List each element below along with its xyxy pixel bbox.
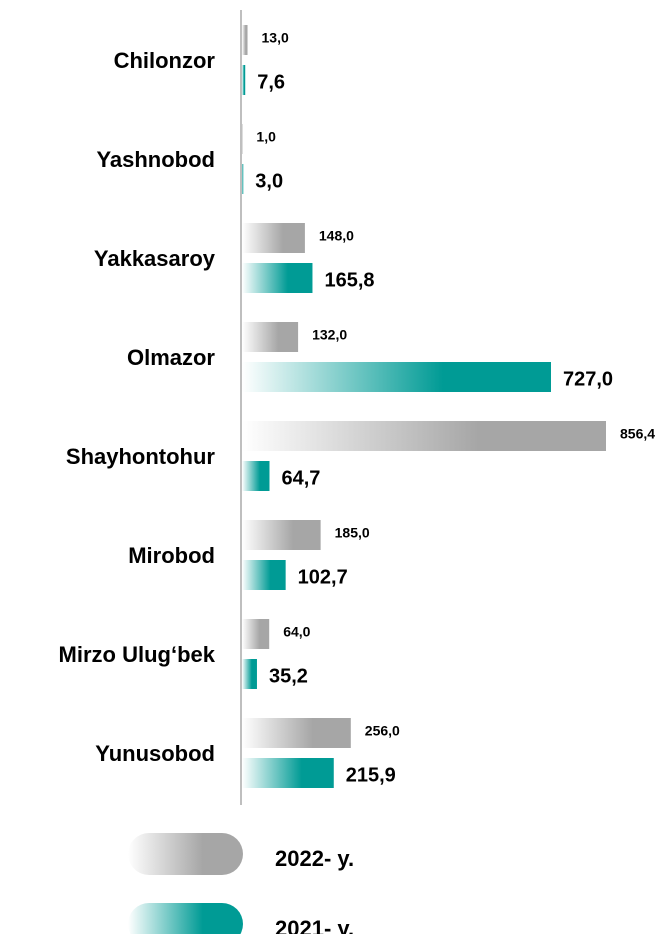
value-label: 3,0 (255, 170, 283, 192)
value-label: 185,0 (335, 525, 370, 541)
bar (242, 322, 299, 352)
value-label: 256,0 (365, 723, 400, 739)
bar (242, 461, 270, 491)
value-label: 1,0 (256, 129, 276, 145)
bar (242, 718, 351, 748)
category-label: Mirobod (128, 543, 215, 568)
value-label: 64,0 (283, 624, 310, 640)
bar (242, 560, 286, 590)
category-label: Shayhontohur (66, 444, 216, 469)
category-label: Chilonzor (114, 48, 216, 73)
bar (242, 164, 244, 194)
value-label: 132,0 (312, 327, 347, 343)
value-label: 148,0 (319, 228, 354, 244)
category-label: Yakkasaroy (94, 246, 216, 271)
category-label: Mirzo Ulug‘bek (59, 642, 216, 667)
category-label: Olmazor (127, 345, 215, 370)
value-label: 102,7 (298, 566, 348, 588)
legend-label: 2022- y. (275, 846, 354, 871)
value-label: 856,4 (620, 426, 655, 442)
value-label: 165,8 (324, 269, 374, 291)
legend-swatch (128, 833, 243, 875)
value-label: 7,6 (257, 71, 285, 93)
bar (242, 659, 257, 689)
bar (242, 520, 321, 550)
category-label: Yashnobod (96, 147, 215, 172)
bar (242, 25, 248, 55)
bar (242, 223, 305, 253)
bar (242, 758, 334, 788)
bar (242, 619, 270, 649)
value-label: 35,2 (269, 665, 308, 687)
legend-label: 2021- y. (275, 916, 354, 934)
bar (242, 65, 246, 95)
value-label: 727,0 (563, 368, 613, 390)
bar (242, 263, 313, 293)
value-label: 215,9 (346, 764, 396, 786)
legend-swatch (128, 903, 243, 934)
bar (242, 421, 606, 451)
value-label: 64,7 (281, 467, 320, 489)
value-label: 13,0 (262, 30, 289, 46)
bar (242, 362, 552, 392)
category-label: Yunusobod (95, 741, 215, 766)
